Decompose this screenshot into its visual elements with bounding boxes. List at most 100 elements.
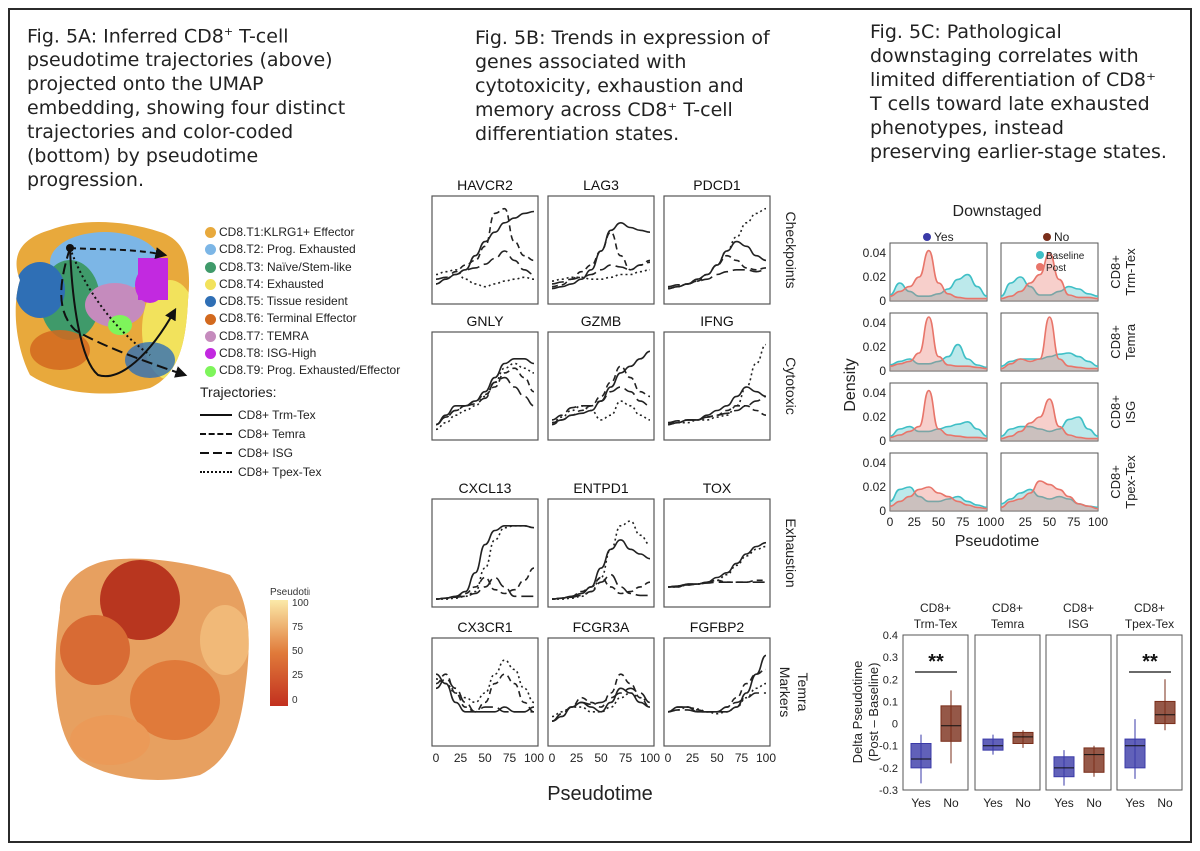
y-tick-label: 0.3 bbox=[883, 652, 898, 664]
legend-dot bbox=[205, 261, 216, 273]
legend-label-no: No bbox=[1054, 230, 1070, 244]
trend-line bbox=[667, 682, 767, 715]
legend-dot bbox=[205, 330, 216, 342]
line-dashed-icon bbox=[200, 432, 232, 435]
legend-item-t9: CD8.T9: Prog. Exhausted/Effector bbox=[205, 362, 400, 379]
box-panel-title: CD8+ bbox=[1063, 601, 1094, 615]
row-label-text: Temra bbox=[795, 673, 811, 712]
gene-title: PDCD1 bbox=[693, 177, 741, 193]
x-axis-label: Pseudotime bbox=[547, 783, 653, 805]
x-tick-label: 25 bbox=[570, 751, 584, 765]
legend-dot-yes bbox=[923, 233, 931, 241]
y-tick-label: -0.1 bbox=[879, 741, 898, 753]
gene-panel-frame bbox=[663, 637, 771, 747]
gene-panel-frame bbox=[431, 498, 539, 608]
x-tick-label: 50 bbox=[1043, 515, 1057, 529]
trend-line bbox=[435, 525, 535, 600]
density-line-post bbox=[1000, 252, 1099, 300]
density-line-baseline bbox=[889, 343, 988, 369]
density-line-post bbox=[1000, 316, 1098, 370]
trend-line bbox=[668, 545, 767, 588]
trend-line bbox=[667, 207, 767, 290]
trajectory-legend-item: CD8+ Trm-Tex bbox=[200, 405, 321, 424]
pseudotime-low-region bbox=[100, 560, 180, 640]
x-tick-label: 0 bbox=[998, 515, 1005, 529]
legend-dot-baseline bbox=[1036, 251, 1044, 259]
box-panel-frame bbox=[974, 634, 1041, 791]
x-tick-label: 100 bbox=[524, 751, 544, 765]
y-tick-label: 0 bbox=[879, 504, 886, 518]
row-label-text: Tpex-Tex bbox=[1123, 455, 1138, 509]
pseudotime-mid-region-3 bbox=[70, 715, 150, 765]
gene-title: TOX bbox=[703, 480, 732, 496]
trend-line bbox=[435, 362, 535, 431]
y-axis-label: (Post – Baseline) bbox=[866, 663, 881, 762]
row-label: CD8+ Tpex-Tex bbox=[1108, 455, 1138, 509]
gene-title: FCGR3A bbox=[573, 619, 630, 635]
pseudotime-tick: 100 bbox=[292, 598, 309, 609]
trend-line bbox=[551, 573, 650, 600]
trend-line bbox=[667, 386, 767, 426]
legend-dot-no bbox=[1043, 233, 1051, 241]
y-tick-label: 0.04 bbox=[863, 246, 887, 260]
y-tick-label: 0.02 bbox=[863, 340, 887, 354]
box-category-label: Yes bbox=[1125, 796, 1145, 810]
x-tick-label: 50 bbox=[710, 751, 724, 765]
legend-label-post: Post bbox=[1046, 263, 1066, 274]
trend-line bbox=[667, 579, 766, 588]
pseudotime-tick: 0 bbox=[292, 695, 298, 706]
box-panel-title: Temra bbox=[991, 617, 1025, 631]
trend-line bbox=[551, 386, 651, 421]
trajectory-trm-tex bbox=[69, 247, 177, 378]
density-area-post bbox=[890, 250, 987, 301]
legend-item-t6: CD8.T6: Terminal Effector bbox=[205, 310, 400, 327]
density-area-baseline bbox=[1001, 417, 1098, 441]
trend-line bbox=[435, 576, 534, 600]
gene-title: IFNG bbox=[700, 313, 733, 329]
row-label: CD8+ Trm-Tex bbox=[1108, 248, 1138, 296]
pseudotime-tick: 25 bbox=[292, 670, 304, 681]
x-tick-label: 25 bbox=[908, 515, 922, 529]
gene-title: LAG3 bbox=[583, 177, 619, 193]
gene-title: CXCL13 bbox=[459, 480, 512, 496]
x-tick-label: 100 bbox=[1088, 515, 1108, 529]
x-tick-label: 50 bbox=[594, 751, 608, 765]
row-label-text: Temra bbox=[1123, 323, 1138, 360]
box-category-label: Yes bbox=[911, 796, 931, 810]
y-tick-label: 0.1 bbox=[883, 696, 898, 708]
x-tick-label: 0 bbox=[549, 751, 556, 765]
box-body bbox=[982, 738, 1004, 751]
gene-panel-frame bbox=[663, 498, 771, 608]
significance-marker: ** bbox=[928, 651, 944, 673]
box-body bbox=[1012, 731, 1034, 745]
trajectory-legend-item: CD8+ ISG bbox=[200, 443, 321, 462]
box-body bbox=[1154, 700, 1176, 725]
row-label-text: CD8+ bbox=[1108, 395, 1123, 429]
trend-line bbox=[435, 678, 534, 713]
gene-title: FGFBP2 bbox=[690, 619, 745, 635]
legend-item-t2: CD8.T2: Prog. Exhausted bbox=[205, 241, 400, 258]
row-label-text: Markers bbox=[777, 667, 793, 718]
box-body bbox=[1124, 738, 1146, 769]
box-category-label: No bbox=[1086, 796, 1102, 810]
box-body bbox=[940, 705, 962, 742]
x-tick-label: 75 bbox=[1067, 515, 1081, 529]
density-title: Downstaged bbox=[953, 203, 1042, 220]
box-panel-title: ISG bbox=[1068, 617, 1089, 631]
x-tick-label: 25 bbox=[454, 751, 468, 765]
box-panel-title: Trm-Tex bbox=[914, 617, 958, 631]
box-category-label: Yes bbox=[983, 796, 1003, 810]
figure-frame bbox=[8, 8, 1192, 843]
density-area-baseline bbox=[1001, 489, 1098, 511]
legend-dot-post bbox=[1036, 263, 1044, 271]
pseudotime-legend-title: Pseudotime bbox=[270, 587, 310, 598]
trajectory-temra bbox=[69, 247, 168, 260]
trend-line bbox=[435, 268, 535, 288]
legend-dot bbox=[205, 244, 216, 256]
x-tick-label: 50 bbox=[478, 751, 492, 765]
trajectory-tpex-tex bbox=[69, 247, 151, 356]
x-tick-label: 100 bbox=[977, 515, 997, 529]
box-body bbox=[910, 743, 932, 769]
